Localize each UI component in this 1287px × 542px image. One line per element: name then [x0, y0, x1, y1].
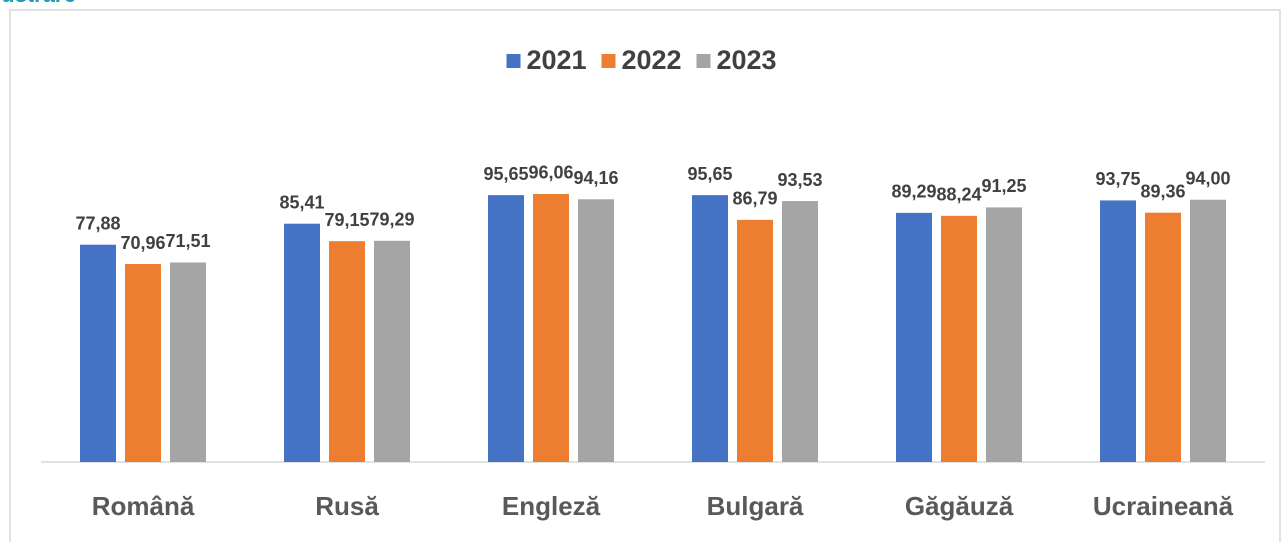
- chart-frame: [9, 9, 1281, 542]
- bar: [896, 212, 932, 462]
- value-label: 88,24: [936, 185, 981, 205]
- bar: [488, 195, 524, 462]
- bar: [986, 207, 1022, 462]
- x-tick-label: Română: [92, 491, 195, 521]
- value-label: 91,25: [981, 176, 1026, 196]
- value-label: 94,16: [573, 168, 618, 188]
- caption: ustrare: [2, 0, 77, 7]
- value-label: 86,79: [732, 189, 777, 209]
- bar: [125, 264, 161, 462]
- value-label: 79,15: [324, 210, 369, 230]
- bar: [170, 262, 206, 462]
- bar: [284, 223, 320, 462]
- value-label: 95,65: [687, 164, 732, 184]
- x-tick-label: Rusă: [315, 491, 379, 521]
- bar: [1190, 199, 1226, 463]
- x-tick-label: Bulgară: [707, 491, 804, 521]
- value-label: 70,96: [120, 233, 165, 253]
- value-label: 85,41: [279, 192, 324, 212]
- bar: [1145, 212, 1181, 462]
- bar: [782, 201, 818, 462]
- x-tick-label: Engleză: [502, 491, 601, 521]
- x-tick-label: Găgăuză: [905, 491, 1014, 521]
- bar: [374, 240, 410, 462]
- value-label: 89,29: [891, 182, 936, 202]
- bar: [329, 241, 365, 462]
- bar: [1100, 200, 1136, 462]
- bar: [692, 195, 728, 462]
- bar: [941, 215, 977, 462]
- value-label: 89,36: [1140, 181, 1185, 201]
- value-label: 96,06: [528, 163, 573, 183]
- legend-label: 2021: [527, 45, 587, 75]
- value-label: 77,88: [75, 213, 120, 233]
- value-label: 95,65: [483, 164, 528, 184]
- bar: [578, 199, 614, 463]
- x-tick-label: Ucraineană: [1093, 491, 1234, 521]
- value-label: 93,75: [1095, 169, 1140, 189]
- bar: [737, 219, 773, 462]
- value-label: 79,29: [369, 210, 414, 230]
- legend-label: 2023: [717, 45, 777, 75]
- legend-label: 2022: [622, 45, 682, 75]
- value-label: 94,00: [1185, 168, 1230, 188]
- bar: [533, 193, 569, 462]
- legend-swatch: [696, 54, 711, 68]
- legend-swatch: [506, 54, 521, 68]
- bar: [80, 244, 116, 462]
- value-label: 93,53: [777, 170, 822, 190]
- legend-swatch: [601, 54, 616, 68]
- value-label: 71,51: [165, 231, 210, 251]
